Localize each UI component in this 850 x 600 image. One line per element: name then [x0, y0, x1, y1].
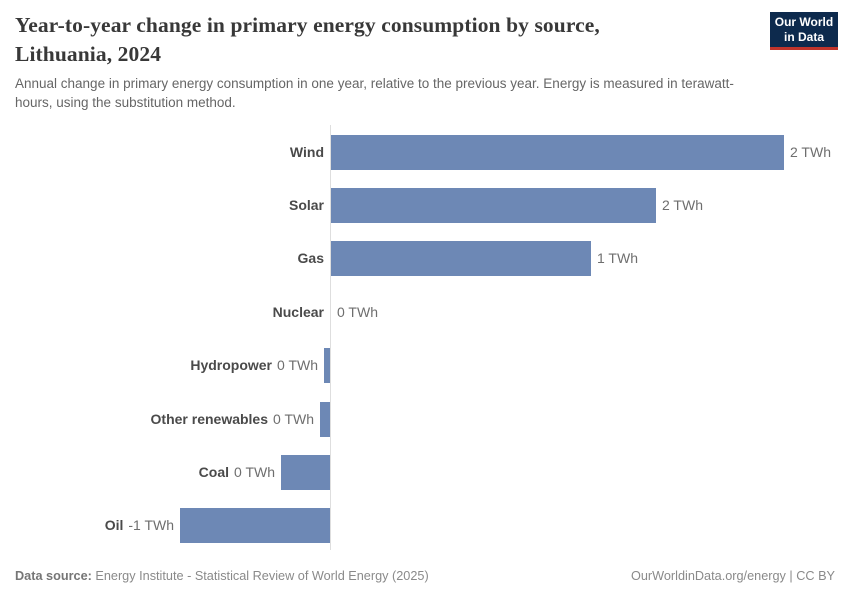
- value-label-nuclear: 0 TWh: [337, 304, 378, 320]
- category-label-oil: Oil: [104, 517, 124, 533]
- chart-subtitle: Annual change in primary energy consumpt…: [15, 76, 734, 110]
- data-source: Data source: Energy Institute - Statisti…: [15, 568, 429, 585]
- bar-gas[interactable]: [331, 241, 591, 276]
- bar-solar[interactable]: [331, 188, 656, 223]
- bar-other-renewables[interactable]: [320, 402, 330, 437]
- chart-footer: Data source: Energy Institute - Statisti…: [15, 568, 835, 585]
- data-source-text: Energy Institute - Statistical Review of…: [91, 569, 429, 583]
- label-group-hydropower: Hydropower 0 TWh: [190, 348, 318, 383]
- bar-wind[interactable]: [331, 135, 784, 170]
- bar-oil[interactable]: [180, 508, 330, 543]
- label-group-oil: Oil -1 TWh: [105, 508, 174, 543]
- category-label-nuclear: Nuclear: [272, 304, 324, 320]
- value-label-wind: 2 TWh: [790, 144, 831, 160]
- label-group-coal: Coal 0 TWh: [199, 455, 275, 490]
- value-label-hydropower: 0 TWh: [277, 357, 318, 373]
- license-link[interactable]: OurWorldinData.org/energy | CC BY: [630, 569, 835, 583]
- category-label-hydropower: Hydropower: [190, 357, 273, 373]
- chart-title: Year-to-year change in primary energy co…: [15, 11, 715, 69]
- owid-logo[interactable]: Our World in Data: [770, 12, 838, 50]
- label-group-other-renewables: Other renewables 0 TWh: [151, 402, 314, 437]
- category-label-wind: Wind: [289, 144, 324, 160]
- category-label-gas: Gas: [297, 250, 324, 266]
- data-source-label: Data source:: [15, 569, 92, 583]
- bar-coal[interactable]: [281, 455, 330, 490]
- value-label-oil: -1 TWh: [128, 517, 174, 533]
- value-label-other-renewables: 0 TWh: [273, 411, 314, 427]
- category-label-coal: Coal: [198, 464, 230, 480]
- bar-chart-plot: Wind 2 TWh Solar 2 TWh Gas 1 TWh Nuclear 0 TWh H…: [0, 125, 850, 550]
- owid-logo-line-1: Our World: [774, 15, 834, 29]
- chart-title-line-2: Lithuania, 2024: [15, 42, 162, 66]
- value-label-coal: 0 TWh: [234, 464, 275, 480]
- zero-axis-line: [330, 125, 331, 550]
- value-label-gas: 1 TWh: [597, 250, 638, 266]
- value-label-solar: 2 TWh: [662, 197, 703, 213]
- owid-logo-line-2: in Data: [783, 30, 824, 44]
- category-label-solar: Solar: [288, 197, 324, 213]
- bar-hydropower[interactable]: [324, 348, 330, 383]
- category-label-other-renewables: Other renewables: [150, 411, 269, 427]
- chart-title-line-1: Year-to-year change in primary energy co…: [15, 13, 600, 37]
